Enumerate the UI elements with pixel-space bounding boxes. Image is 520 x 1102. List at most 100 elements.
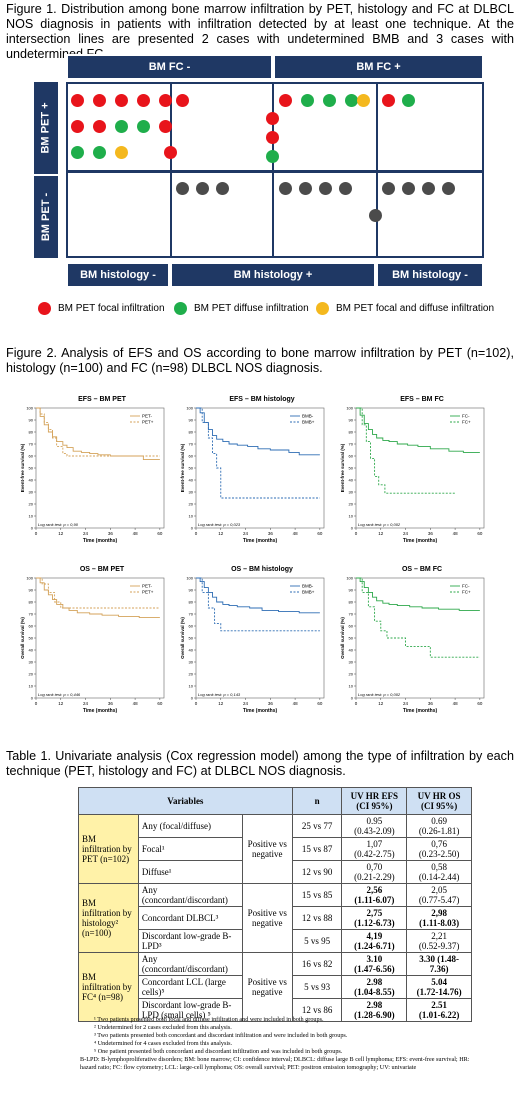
chart-title: OS – BM FC bbox=[401, 566, 443, 573]
efs-hr-cell: 3.10 (1.47-6.56) bbox=[341, 952, 408, 976]
y-tick-label: 50 bbox=[29, 636, 34, 641]
legend-label: BMB- bbox=[302, 414, 314, 419]
os-hr-cell: 2,05 (0.77-5.47) bbox=[406, 883, 472, 907]
group-label: BM infiltration by FC⁴ (n=98) bbox=[78, 952, 139, 1022]
y-tick-label: 90 bbox=[189, 588, 194, 593]
x-tick-label: 0 bbox=[35, 701, 38, 706]
patient-dot bbox=[345, 94, 358, 107]
os-hr-cell: 3.30 (1.48- 7.36) bbox=[406, 952, 472, 976]
efs-hr-cell: 2.98 (1.04-8.55) bbox=[341, 975, 408, 999]
os-hr-cell: 2.51 (1.01-6.22) bbox=[406, 998, 472, 1022]
n-cell: 5 vs 95 bbox=[291, 929, 343, 953]
y-tick-label: 10 bbox=[189, 514, 194, 519]
patient-dot bbox=[382, 182, 395, 195]
patient-dot bbox=[216, 182, 229, 195]
survival-curve bbox=[196, 577, 320, 632]
y-tick-label: 80 bbox=[189, 600, 194, 605]
patient-dot bbox=[196, 182, 209, 195]
efs-hr-cell: 2.98 (1.28-6.90) bbox=[341, 998, 408, 1022]
x-tick-label: 24 bbox=[243, 701, 249, 706]
table-row: BM infiltration by FC⁴ (n=98) Any (concor… bbox=[78, 952, 472, 1022]
x-tick-label: 12 bbox=[218, 701, 224, 706]
x-tick-label: 12 bbox=[58, 701, 64, 706]
y-tick-label: 60 bbox=[349, 454, 354, 459]
patient-dot bbox=[176, 94, 189, 107]
logrank-annotation: Log rank test: p = 0,90 bbox=[38, 522, 79, 527]
survival-curve bbox=[196, 407, 320, 499]
y-tick-label: 40 bbox=[189, 648, 194, 653]
y-tick-label: 60 bbox=[29, 454, 34, 459]
y-axis-label: Event-free survival (%) bbox=[180, 443, 185, 492]
x-tick-label: 60 bbox=[157, 701, 163, 706]
km-plot: 0 10 20 30 40 50 60 70 80 90 100 0 12 24 36 48 60 Time (m… bbox=[340, 576, 485, 714]
logrank-annotation: Log rank test: p = 0,002 bbox=[358, 522, 401, 527]
legend-swatch bbox=[174, 302, 187, 315]
os-hr-cell: 0,58 (0.14-2.44) bbox=[406, 860, 472, 884]
os-hr-cell: 0,76 (0.23-2.50) bbox=[406, 837, 472, 861]
km-plot: 0 10 20 30 40 50 60 70 80 90 100 0 12 24 36 48 60 Time (m… bbox=[20, 576, 165, 714]
variable-cell: Diffuse¹ bbox=[137, 860, 243, 884]
y-tick-label: 30 bbox=[189, 660, 194, 665]
legend-label: FC- bbox=[462, 584, 470, 589]
y-tick-label: 90 bbox=[29, 418, 34, 423]
footnote: ⁵ One patient presented both concordant … bbox=[94, 1048, 343, 1055]
x-tick-label: 12 bbox=[218, 531, 224, 536]
n-cell: 25 vs 77 bbox=[291, 814, 343, 838]
survival-curve bbox=[356, 577, 480, 611]
legend-label: PET+ bbox=[142, 420, 154, 425]
chart-title: EFS – BM FC bbox=[400, 396, 444, 403]
col-header-fc-pos: BM FC + bbox=[273, 54, 484, 80]
y-tick-label: 90 bbox=[349, 588, 354, 593]
comparison-cell: Positive vs negative bbox=[241, 883, 293, 953]
y-tick-label: 0 bbox=[191, 696, 194, 701]
x-tick-label: 36 bbox=[268, 531, 274, 536]
x-tick-label: 48 bbox=[293, 531, 299, 536]
patient-dot bbox=[137, 120, 150, 133]
patient-dot bbox=[164, 146, 177, 159]
variable-cell: Any (focal/diffuse) bbox=[137, 814, 243, 838]
patient-dot bbox=[115, 94, 128, 107]
efs-hr-cell: 4,19 (1.24-6.71) bbox=[341, 929, 408, 953]
y-tick-label: 0 bbox=[191, 526, 194, 531]
group-label: BM infiltration by histology² (n=100) bbox=[78, 883, 139, 953]
patient-dot bbox=[323, 94, 336, 107]
y-tick-label: 40 bbox=[29, 648, 34, 653]
patient-dot bbox=[159, 94, 172, 107]
km-plot: 0 10 20 30 40 50 60 70 80 90 100 0 12 24 36 48 60 Time (m… bbox=[340, 406, 485, 544]
x-tick-label: 24 bbox=[403, 531, 409, 536]
y-tick-label: 0 bbox=[351, 526, 354, 531]
y-tick-label: 30 bbox=[29, 490, 34, 495]
legend-label: FC+ bbox=[462, 420, 471, 425]
n-cell: 15 vs 87 bbox=[291, 837, 343, 861]
y-tick-label: 10 bbox=[189, 684, 194, 689]
variable-cell: Focal¹ bbox=[137, 837, 243, 861]
y-tick-label: 50 bbox=[349, 636, 354, 641]
y-tick-label: 0 bbox=[31, 696, 34, 701]
table-row: BM infiltration by histology² (n=100) Any… bbox=[78, 883, 472, 953]
footnote: ¹ Two patients presented both focal and … bbox=[94, 1016, 324, 1023]
y-axis-label: Overall survival (%) bbox=[20, 617, 25, 659]
x-axis-label: Time (months) bbox=[243, 708, 278, 714]
y-tick-label: 40 bbox=[349, 648, 354, 653]
univariate-table: Variables n UV HR EFS (CI 95%) UV HR OS … bbox=[78, 787, 472, 1022]
chart-title: OS – BM histology bbox=[231, 566, 293, 573]
y-tick-label: 50 bbox=[189, 636, 194, 641]
km-chart: OS – BM histology 0 10 20 30 40 50 60 70 80 90 100 0… bbox=[178, 566, 346, 731]
efs-hr-cell: 0.95 (0.43-2.09) bbox=[341, 814, 408, 838]
row-header-pet-pos: BM PET + bbox=[34, 82, 58, 174]
survival-curve bbox=[356, 407, 480, 453]
plot-frame bbox=[195, 577, 325, 699]
comparison-cell: Positive vs negative bbox=[241, 814, 293, 884]
table-row: Focal¹ 15 vs 87 1,07 (0.42-2.75) 0,76 (0.23-2… bbox=[79, 837, 472, 861]
n-cell: 12 vs 90 bbox=[291, 860, 343, 884]
efs-hr-cell: 2,75 (1.12-6.73) bbox=[341, 906, 408, 930]
x-tick-label: 24 bbox=[83, 701, 89, 706]
y-tick-label: 80 bbox=[29, 430, 34, 435]
y-axis-label: Overall survival (%) bbox=[340, 617, 345, 659]
legend-label: FC- bbox=[462, 414, 470, 419]
x-tick-label: 24 bbox=[83, 531, 89, 536]
y-tick-label: 30 bbox=[349, 490, 354, 495]
patient-dot bbox=[71, 94, 84, 107]
col-header-efs: UV HR EFS (CI 95%) bbox=[341, 787, 408, 815]
legend-swatch bbox=[38, 302, 51, 315]
